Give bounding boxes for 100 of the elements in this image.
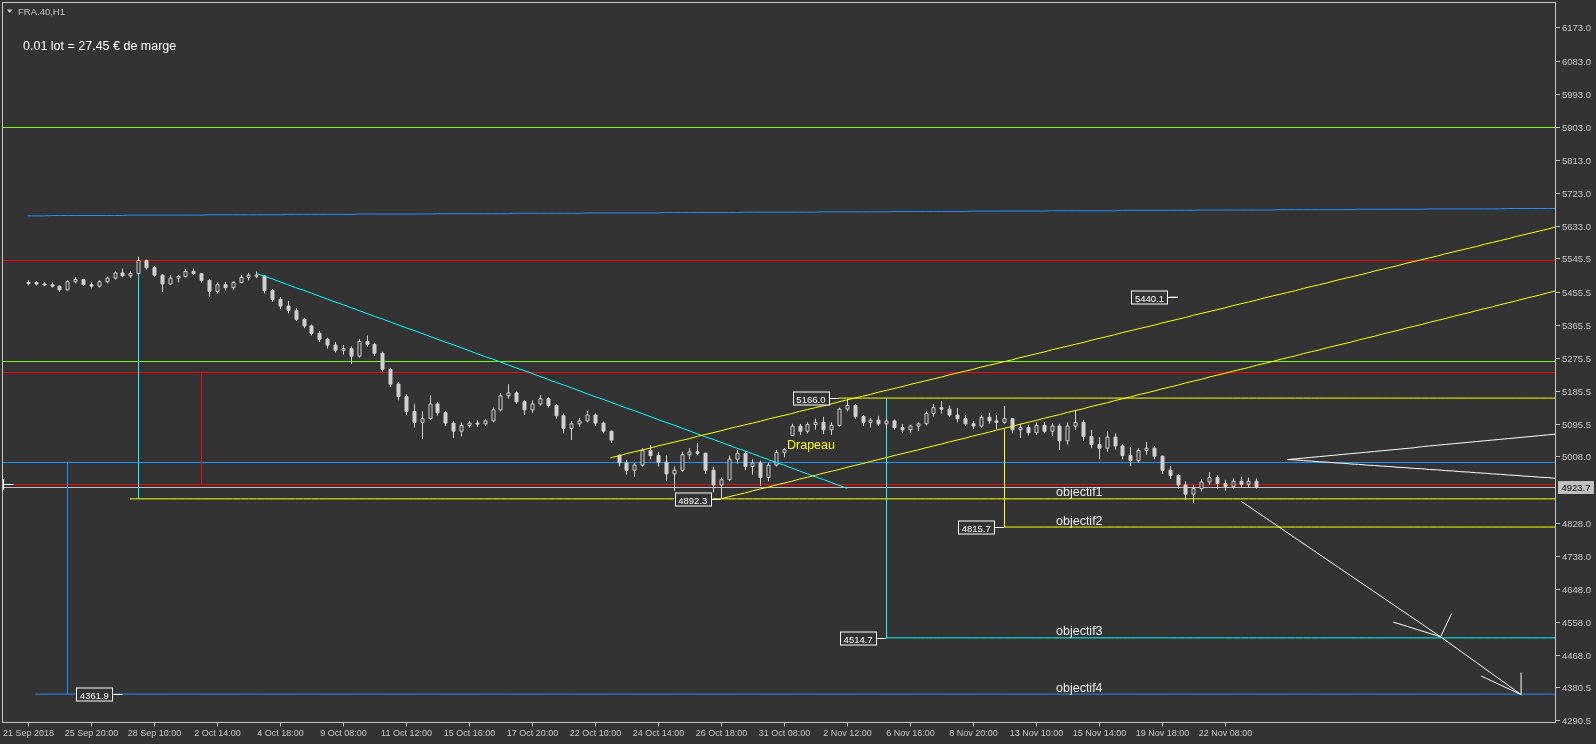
candlestick — [136, 256, 141, 275]
candlestick — [333, 341, 338, 353]
candlestick — [514, 390, 519, 405]
candlestick — [656, 451, 661, 468]
data-label: 5440.1 — [1134, 292, 1164, 304]
y-tick-label: 6083.0 — [1562, 56, 1592, 67]
candlestick — [223, 281, 228, 292]
candlestick — [711, 466, 716, 493]
candlestick — [798, 423, 803, 436]
candlestick — [270, 288, 275, 303]
x-tick-label: 22 Oct 10:00 — [569, 727, 622, 738]
candlestick — [302, 317, 307, 329]
candlestick — [924, 410, 929, 426]
candlestick — [790, 423, 795, 437]
candlestick — [1057, 423, 1062, 451]
candlestick — [1097, 436, 1102, 460]
y-tick-label: 5095.5 — [1562, 419, 1592, 430]
candlestick — [632, 462, 637, 478]
y-tick-label: 5008.0 — [1562, 451, 1592, 462]
candlestick — [144, 259, 149, 271]
candlestick — [648, 444, 653, 460]
candlestick — [1207, 471, 1212, 486]
candlestick — [1120, 443, 1125, 460]
candlestick — [1176, 473, 1181, 490]
candlestick — [97, 279, 102, 289]
candlestick — [593, 413, 598, 427]
candlestick — [317, 330, 322, 343]
candlestick — [451, 420, 456, 439]
candlestick — [278, 296, 283, 310]
y-tick-label: 4648.0 — [1562, 584, 1592, 595]
candlestick — [1081, 419, 1086, 442]
line-series — [27, 208, 1556, 217]
candlestick — [294, 307, 299, 322]
candlestick — [577, 417, 582, 428]
candlestick — [420, 410, 425, 440]
candlestick — [979, 414, 984, 429]
candlestick — [246, 272, 251, 281]
candlestick — [971, 420, 976, 430]
series-label: objectif4 — [1056, 680, 1103, 695]
candlestick — [1183, 480, 1188, 501]
candlestick — [459, 421, 464, 437]
candlestick — [892, 418, 897, 431]
candlestick — [1254, 477, 1259, 490]
candlestick — [1168, 465, 1173, 480]
candlestick — [105, 276, 110, 284]
candlestick — [868, 417, 873, 429]
series-label: objectif3 — [1056, 624, 1103, 639]
candlestick — [735, 449, 740, 465]
candlestick — [286, 300, 291, 314]
candlestick — [483, 418, 488, 427]
candlestick — [428, 394, 433, 421]
candlestick — [774, 449, 779, 468]
candlestick — [1018, 423, 1023, 439]
y-tick-label: 5993.0 — [1562, 89, 1592, 100]
candlestick — [853, 403, 858, 420]
candlestick — [1089, 429, 1094, 449]
candlestick — [1113, 432, 1118, 451]
candlestick — [750, 458, 755, 476]
candlestick — [89, 282, 94, 289]
y-tick-label: 5545.5 — [1562, 253, 1592, 264]
candlestick — [26, 279, 31, 286]
candlestick — [1010, 417, 1015, 434]
candlestick — [1239, 476, 1244, 488]
candlestick — [380, 351, 385, 373]
candlestick — [861, 414, 866, 427]
candlestick — [680, 451, 685, 473]
ref-line-label: 4923.7 — [1561, 482, 1591, 493]
series-label: objectif1 — [1056, 485, 1103, 500]
candlestick — [1034, 421, 1039, 436]
x-tick-label: 8 Nov 20:00 — [949, 727, 998, 738]
data-label: 4514.7 — [843, 633, 873, 645]
x-tick-label: 4 Oct 18:00 — [257, 727, 304, 738]
candlestick — [50, 282, 55, 289]
y-tick-label: 5813.0 — [1562, 155, 1592, 166]
candlestick — [160, 273, 165, 293]
candlestick — [254, 270, 259, 279]
candlestick — [719, 477, 724, 500]
candlestick — [829, 421, 834, 436]
candlestick — [687, 447, 692, 460]
candlestick — [309, 323, 314, 337]
candlestick — [231, 280, 236, 291]
candlestick — [176, 274, 181, 283]
candlestick — [443, 410, 448, 427]
candlestick — [215, 282, 220, 295]
candlestick — [396, 381, 401, 401]
y-tick-label: 5455.5 — [1562, 287, 1592, 298]
candlestick — [585, 410, 590, 423]
candlestick — [766, 462, 771, 482]
candlestick — [931, 403, 936, 417]
x-tick-label: 6 Nov 16:00 — [886, 727, 935, 738]
candlestick — [1128, 446, 1133, 467]
candlestick — [42, 281, 47, 287]
candlestick — [1191, 484, 1196, 504]
candlestick — [609, 429, 614, 444]
candlestick — [1231, 477, 1236, 490]
candlestick — [947, 404, 952, 418]
candlestick — [152, 265, 157, 278]
candlestick — [349, 346, 354, 365]
candlestick — [372, 342, 377, 357]
x-tick-label: 11 Oct 12:00 — [381, 727, 432, 738]
